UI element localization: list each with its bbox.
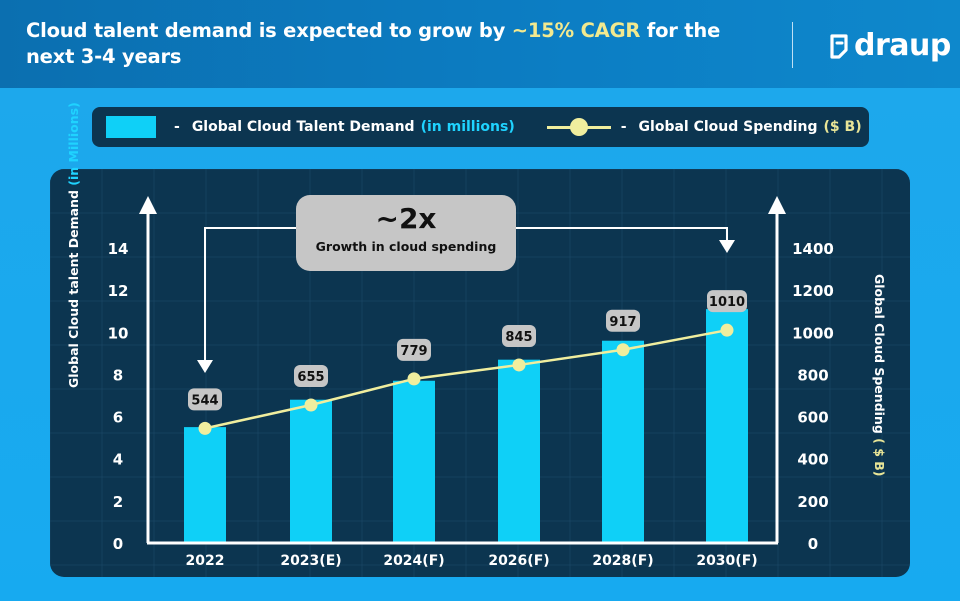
y-right-tick-label: 1400 bbox=[792, 240, 834, 258]
data-label-box bbox=[707, 290, 747, 313]
y-right-tick-label: 1200 bbox=[792, 282, 834, 300]
title-highlight: ~15% CAGR bbox=[511, 19, 641, 42]
title-text-1: Cloud talent demand is expected to grow … bbox=[26, 19, 512, 42]
callout-arrow-right bbox=[719, 240, 735, 253]
y-left-tick-label: 14 bbox=[108, 240, 129, 258]
bar-2030(F) bbox=[706, 309, 748, 543]
y-left-tick-label: 0 bbox=[113, 535, 123, 553]
y-right-tick-label: 0 bbox=[808, 535, 818, 553]
y-left-tick-label: 12 bbox=[108, 282, 129, 300]
bar-2022 bbox=[184, 427, 226, 543]
data-label-box bbox=[502, 324, 536, 347]
y-axis-left-label: Global Cloud talent Demand (in Millions) bbox=[66, 102, 81, 388]
y-right-tick-label: 1000 bbox=[792, 324, 834, 342]
callout-connector-left bbox=[204, 227, 296, 362]
data-label-box bbox=[188, 388, 222, 411]
legend-line-unit: ($ B) bbox=[823, 119, 862, 135]
spending-point-2026(F) bbox=[512, 358, 526, 372]
y-right-tick-label: 200 bbox=[797, 493, 828, 511]
data-label: 1010 bbox=[709, 295, 745, 310]
y-axis-right-label: Global Cloud Spending ( $ B) bbox=[872, 274, 887, 494]
logo-text: draup bbox=[854, 28, 951, 63]
spending-point-2024(F) bbox=[407, 372, 421, 386]
data-label: 845 bbox=[505, 330, 532, 345]
combo-chart: 0 2 4 6 8 10 12 14 0 200 400 600 800 1000 1200 1400 2022… bbox=[50, 169, 910, 577]
spending-point-2030(F) bbox=[720, 323, 734, 337]
title-text-2: for the next 3-4 years bbox=[26, 19, 721, 68]
legend-line-label: Global Cloud Spending bbox=[638, 119, 818, 135]
y-axis-left-arrow bbox=[139, 196, 157, 214]
y-right-tick-label: 800 bbox=[797, 366, 828, 384]
y-left-label-unit: (in Millions) bbox=[66, 102, 81, 186]
bar-2023(E) bbox=[290, 399, 332, 543]
y-right-tick-label: 600 bbox=[797, 409, 828, 427]
callout-connector-right bbox=[516, 227, 728, 242]
data-label-box bbox=[606, 309, 640, 332]
x-tick-label: 2026(F) bbox=[488, 553, 549, 569]
callout-caption: Growth in cloud spending bbox=[315, 239, 497, 254]
legend-bar-label: Global Cloud Talent Demand bbox=[191, 119, 415, 135]
data-label-box bbox=[294, 364, 328, 387]
x-tick-label: 2023(E) bbox=[280, 553, 341, 569]
y-left-tick-label: 10 bbox=[108, 324, 129, 342]
data-label: 544 bbox=[191, 393, 218, 408]
data-label-box bbox=[397, 338, 431, 361]
bar-2028(F) bbox=[602, 340, 644, 543]
x-tick-label: 2028(F) bbox=[592, 553, 653, 569]
callout-multiplier: ~2x bbox=[375, 202, 437, 235]
y-left-tick-label: 2 bbox=[113, 493, 123, 511]
x-tick-label: 2022 bbox=[186, 553, 225, 569]
chart-legend: - Global Cloud Talent Demand (in million… bbox=[92, 107, 869, 147]
y-left-label-main: Global Cloud talent Demand bbox=[66, 185, 81, 388]
header-divider bbox=[792, 22, 793, 68]
y-axis-right-arrow bbox=[768, 196, 786, 214]
draup-logo-icon bbox=[830, 33, 848, 59]
y-right-label-unit: ( $ B) bbox=[872, 438, 887, 477]
x-tick-label: 2030(F) bbox=[696, 553, 757, 569]
bar-2024(F) bbox=[393, 380, 435, 543]
y-left-tick-label: 8 bbox=[113, 366, 123, 384]
x-tick-label: 2024(F) bbox=[383, 553, 444, 569]
y-right-label-main: Global Cloud Spending bbox=[872, 274, 887, 439]
legend-bar-swatch bbox=[106, 116, 156, 138]
data-label: 655 bbox=[297, 370, 324, 385]
legend-dash-2: - bbox=[620, 119, 627, 135]
y-left-tick-label: 4 bbox=[113, 451, 123, 469]
bar-2026(F) bbox=[498, 359, 540, 543]
data-label: 779 bbox=[400, 344, 427, 359]
spending-point-2023(E) bbox=[304, 398, 318, 412]
page-title: Cloud talent demand is expected to grow … bbox=[26, 18, 746, 70]
chart-panel: 0 2 4 6 8 10 12 14 0 200 400 600 800 1000 1200 1400 2022… bbox=[50, 169, 910, 577]
legend-bar-unit: (in millions) bbox=[420, 119, 515, 135]
data-label: 917 bbox=[609, 315, 636, 330]
y-left-tick-label: 6 bbox=[113, 409, 123, 427]
legend-dash-1: - bbox=[174, 119, 180, 135]
spending-line bbox=[204, 328, 728, 430]
spending-point-2022 bbox=[198, 421, 212, 435]
spending-point-2028(F) bbox=[616, 343, 630, 357]
y-right-tick-label: 400 bbox=[797, 451, 828, 469]
legend-line-swatch bbox=[546, 118, 611, 136]
header-band: Cloud talent demand is expected to grow … bbox=[0, 0, 960, 88]
callout-arrow-left bbox=[197, 360, 213, 373]
draup-logo: draup bbox=[828, 28, 951, 63]
growth-callout: ~2x Growth in cloud spending bbox=[296, 195, 516, 271]
